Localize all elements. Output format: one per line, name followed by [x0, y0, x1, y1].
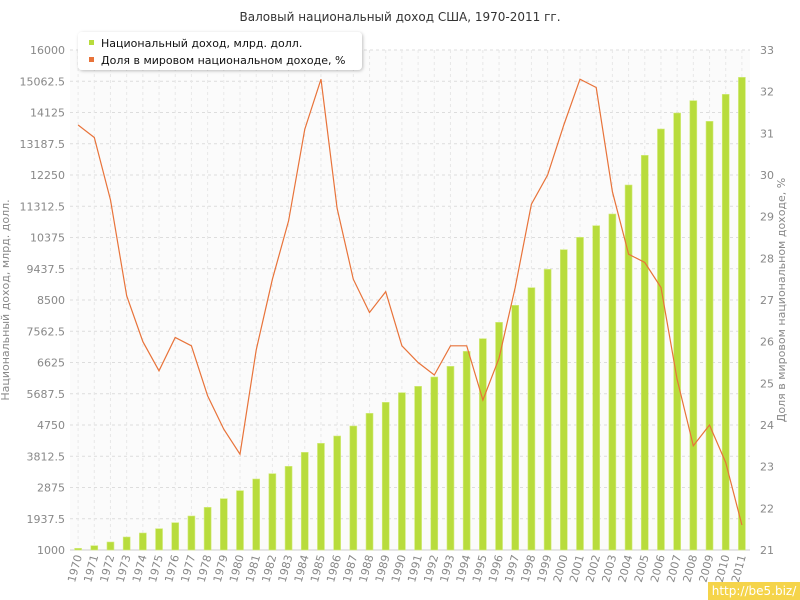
left-tick-label: 3812.5	[27, 450, 66, 463]
bar-2005[interactable]	[640, 155, 649, 551]
right-tick-label: 32	[760, 86, 774, 99]
bar-1985[interactable]	[317, 443, 325, 551]
right-axis-ticks: 21 22 23 24 25 26 27 28 29 30 31 32 33	[760, 44, 774, 557]
left-tick-label: 8500	[37, 294, 65, 307]
bar-2010[interactable]	[721, 94, 730, 551]
left-tick-label: 7562.5	[27, 325, 66, 338]
bar-1978[interactable]	[203, 507, 212, 551]
right-tick-label: 31	[760, 127, 774, 140]
left-tick-label: 4750	[37, 419, 65, 432]
right-tick-label: 28	[760, 252, 774, 265]
chart-title: Валовый национальный доход США, 1970-201…	[239, 10, 560, 24]
left-tick-label: 12250	[30, 169, 65, 182]
right-tick-label: 27	[760, 294, 774, 307]
bar-2009[interactable]	[705, 121, 714, 551]
right-tick-label: 22	[760, 502, 774, 515]
legend-swatch-bar	[89, 40, 94, 45]
left-tick-label: 13187.5	[20, 138, 66, 151]
left-tick-label: 14125	[30, 107, 65, 120]
right-tick-label: 30	[760, 169, 774, 182]
bar-1974[interactable]	[139, 532, 147, 551]
bar-1994[interactable]	[462, 351, 471, 551]
share-line[interactable]	[77, 78, 743, 526]
legend[interactable]: Национальный доход, млрд. долл. Доля в м…	[78, 32, 362, 70]
bar-1995[interactable]	[479, 338, 487, 551]
right-axis-title: Доля в мировом национальном доходе, %	[775, 178, 788, 422]
legend-item-income: Национальный доход, млрд. долл.	[101, 37, 302, 50]
bar-2001[interactable]	[576, 237, 584, 551]
legend-swatch-line	[89, 57, 94, 62]
bar-2003[interactable]	[608, 213, 617, 551]
bar-series	[74, 77, 746, 551]
left-tick-label: 5687.5	[27, 388, 66, 401]
right-tick-label: 33	[760, 44, 774, 57]
bar-1981[interactable]	[252, 478, 260, 551]
left-tick-label: 16000	[30, 44, 65, 57]
bar-1988[interactable]	[365, 413, 374, 551]
left-tick-label: 6625	[37, 357, 65, 370]
left-tick-label: 10375	[30, 232, 65, 245]
left-tick-label: 9437.5	[27, 263, 66, 276]
bar-2006[interactable]	[657, 128, 665, 551]
bar-1975[interactable]	[155, 528, 163, 551]
bar-1983[interactable]	[284, 466, 293, 551]
bar-1979[interactable]	[220, 498, 228, 551]
left-axis-title: Национальный доход, млрд. долл.	[0, 199, 12, 400]
bar-2002[interactable]	[592, 225, 600, 551]
bar-1970[interactable]	[74, 548, 82, 551]
watermark-link[interactable]: http://be5.biz/	[708, 582, 800, 600]
left-tick-label: 1937.5	[27, 513, 66, 526]
bar-1980[interactable]	[236, 490, 244, 551]
bar-2008[interactable]	[689, 100, 698, 551]
bar-1993[interactable]	[446, 366, 455, 551]
legend-box	[78, 32, 362, 70]
bar-1999[interactable]	[543, 269, 552, 551]
left-axis-ticks: 1000 1937.5 2875 3812.5 4750 5687.5 6625 7562.5…	[20, 44, 66, 557]
bar-1986[interactable]	[333, 435, 341, 551]
legend-item-share: Доля в мировом национальном доходе, %	[101, 54, 345, 67]
bar-1996[interactable]	[495, 322, 503, 551]
bar-1977[interactable]	[187, 515, 196, 551]
bar-1971[interactable]	[90, 545, 99, 551]
bar-1989[interactable]	[381, 402, 390, 551]
bar-1972[interactable]	[106, 541, 115, 551]
right-tick-label: 26	[760, 336, 774, 349]
bar-1992[interactable]	[430, 376, 439, 551]
right-tick-label: 21	[760, 544, 774, 557]
left-tick-label: 11312.5	[20, 200, 66, 213]
bar-1990[interactable]	[398, 392, 406, 551]
right-tick-label: 23	[760, 461, 774, 474]
right-tick-label: 29	[760, 211, 774, 224]
bar-1976[interactable]	[171, 522, 180, 551]
bar-1998[interactable]	[527, 287, 536, 551]
bar-2000[interactable]	[560, 249, 568, 551]
left-tick-label: 2875	[37, 482, 65, 495]
bar-2007[interactable]	[673, 112, 681, 551]
left-tick-label: 15062.5	[20, 75, 66, 88]
bar-2004[interactable]	[624, 184, 633, 551]
right-tick-label: 24	[760, 419, 774, 432]
bar-1987[interactable]	[349, 425, 358, 551]
left-tick-label: 1000	[37, 544, 65, 557]
right-tick-label: 25	[760, 377, 774, 390]
bar-1982[interactable]	[268, 473, 277, 551]
bar-1991[interactable]	[414, 386, 422, 551]
bar-1984[interactable]	[300, 452, 309, 551]
bar-1973[interactable]	[122, 536, 131, 551]
bar-1997[interactable]	[511, 305, 520, 551]
bar-2011[interactable]	[738, 77, 746, 551]
line-series	[77, 78, 743, 526]
